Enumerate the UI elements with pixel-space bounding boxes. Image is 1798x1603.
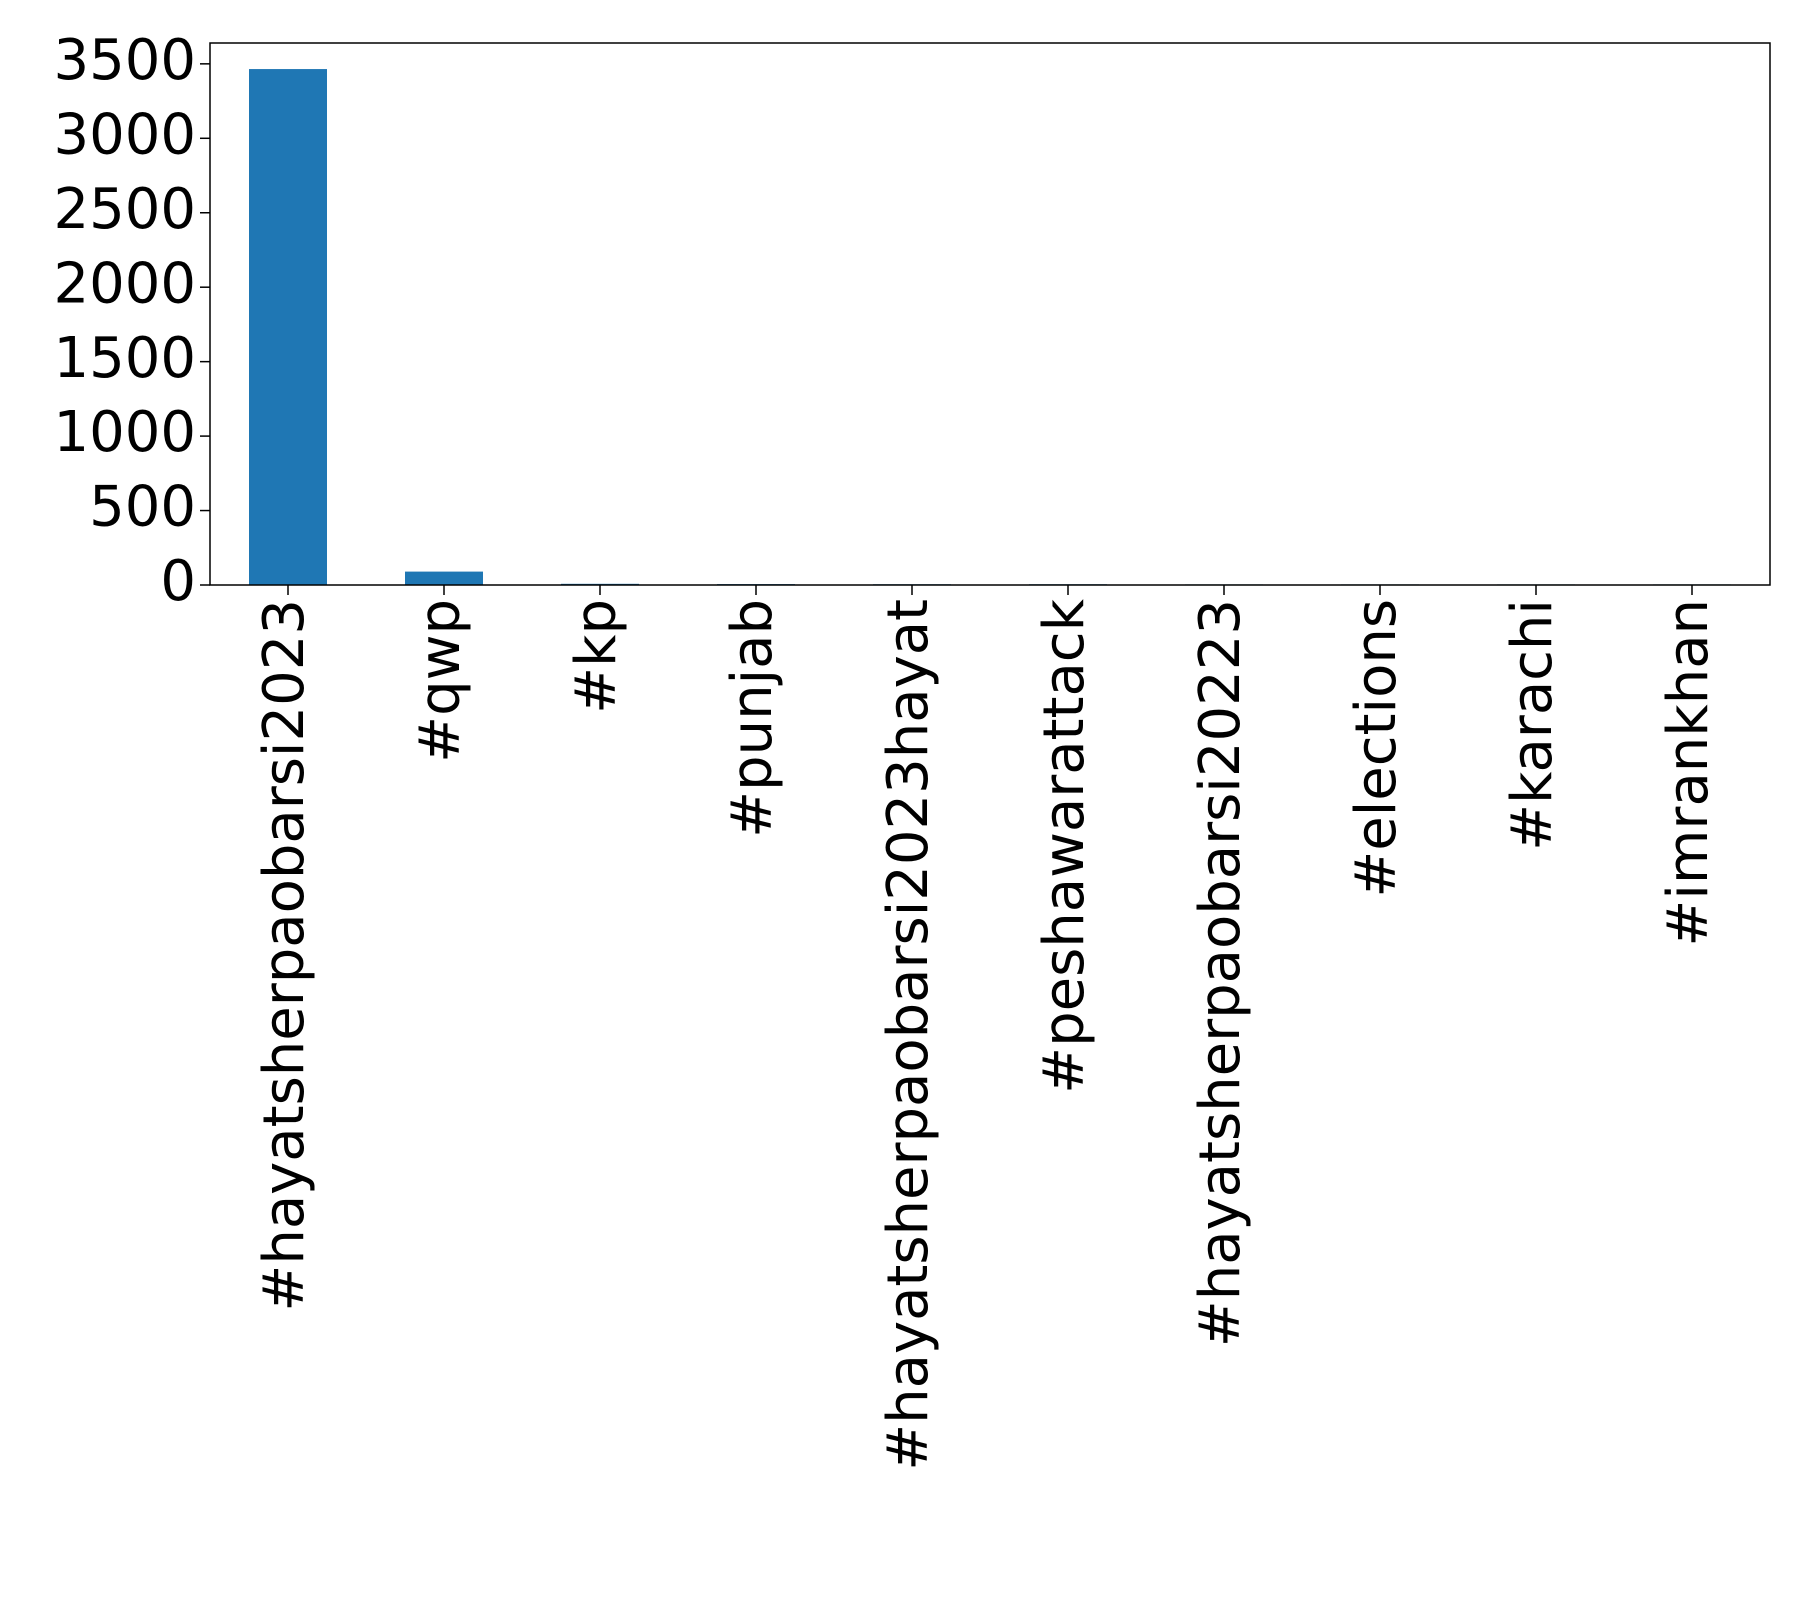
- y-tick-label: 3500: [53, 28, 196, 93]
- x-tick-label: #punjab: [720, 599, 785, 838]
- x-tick-label: #qwp: [408, 599, 473, 763]
- y-tick-label: 3000: [53, 102, 196, 167]
- plot-frame: [209, 42, 1771, 586]
- x-tick-label: #karachi: [1500, 599, 1565, 851]
- y-tick-label: 2500: [53, 177, 196, 242]
- y-tick-label: 500: [89, 475, 196, 540]
- bar-qwp: [405, 571, 483, 585]
- x-tick-label: #kp: [564, 599, 629, 714]
- x-tick-label: #hayatsherpaobarsi20223: [1188, 599, 1253, 1347]
- y-axis: 0 500 1000 1500 2000 2500 3000 3500: [53, 28, 210, 614]
- y-tick-label: 1000: [53, 400, 196, 465]
- x-tick-label: #elections: [1344, 599, 1409, 898]
- bar-hayatsherpaobarsi2023: [249, 69, 327, 586]
- y-tick-label: 0: [160, 549, 196, 614]
- x-tick-label: #hayatsherpaobarsi2023hayat: [876, 599, 941, 1471]
- x-axis: #hayatsherpaobarsi2023 #qwp #kp #punjab #hay…: [252, 585, 1721, 1471]
- bars-group: [249, 69, 1731, 586]
- x-tick-label: #peshawarattack: [1032, 598, 1097, 1093]
- y-tick-label: 2000: [53, 251, 196, 316]
- x-tick-label: #imrankhan: [1656, 599, 1721, 947]
- x-tick-label: #hayatsherpaobarsi2023: [252, 599, 317, 1312]
- y-tick-label: 1500: [53, 326, 196, 391]
